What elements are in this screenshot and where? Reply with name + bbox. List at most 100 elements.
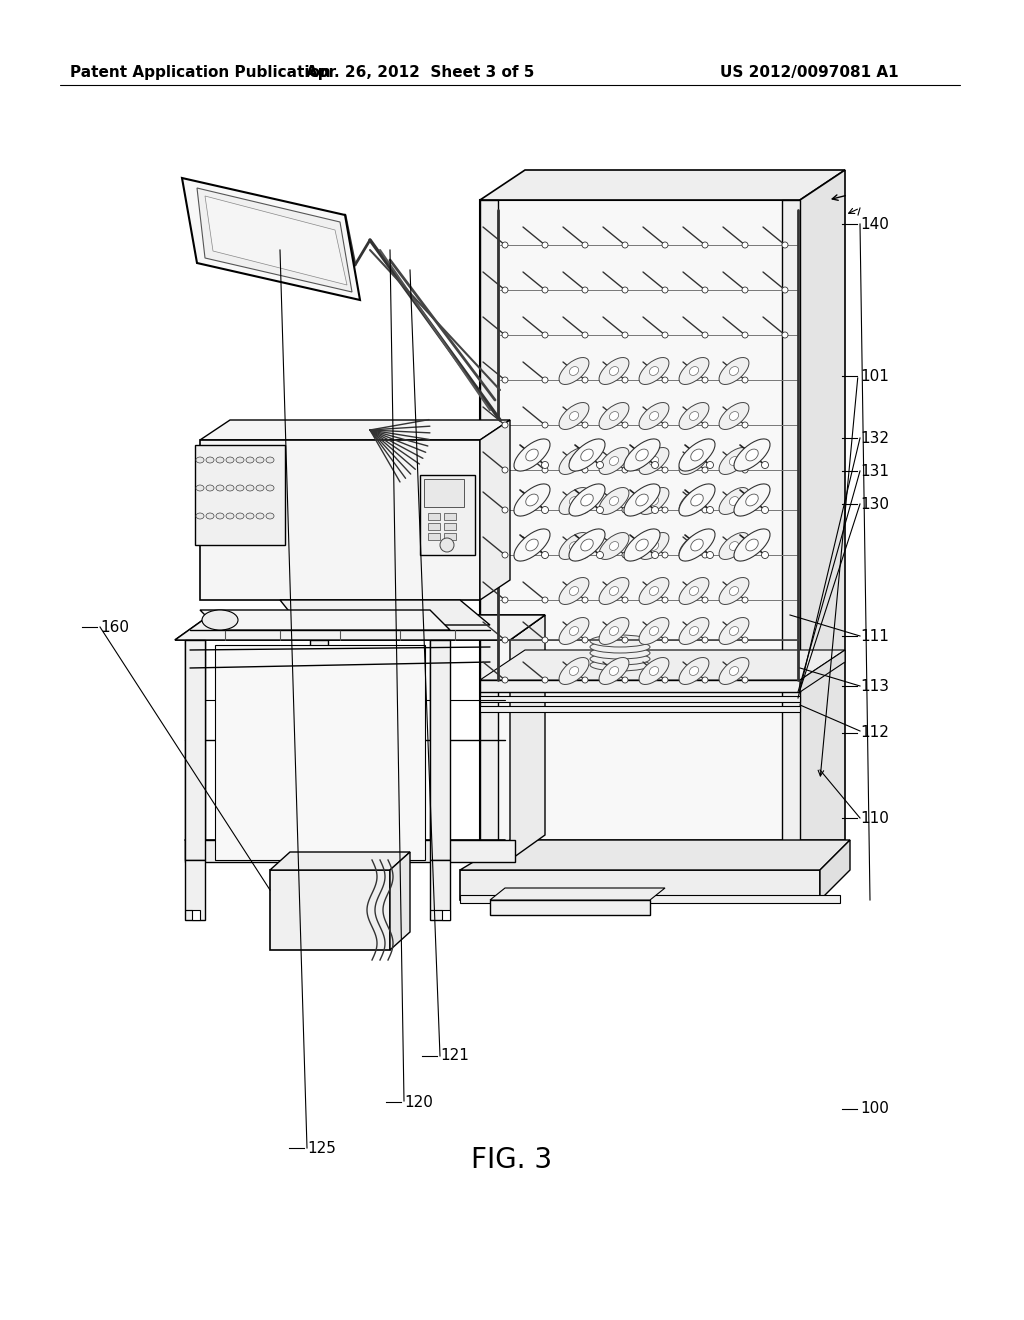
Ellipse shape (582, 286, 588, 293)
Ellipse shape (639, 487, 669, 515)
Ellipse shape (599, 532, 629, 560)
Ellipse shape (502, 242, 508, 248)
Polygon shape (182, 178, 360, 300)
Ellipse shape (649, 412, 658, 421)
Polygon shape (480, 840, 845, 870)
Ellipse shape (256, 457, 264, 463)
Ellipse shape (502, 286, 508, 293)
Bar (430, 640, 449, 861)
Bar (185, 840, 515, 862)
Polygon shape (430, 909, 450, 920)
Text: 140: 140 (860, 216, 889, 232)
Ellipse shape (206, 513, 214, 519)
Ellipse shape (559, 358, 589, 384)
Ellipse shape (569, 367, 579, 375)
Ellipse shape (742, 597, 748, 603)
Text: 121: 121 (440, 1048, 469, 1064)
Polygon shape (175, 615, 545, 640)
Text: 100: 100 (860, 1101, 889, 1117)
Bar (782, 201, 800, 870)
Ellipse shape (719, 618, 749, 644)
Ellipse shape (542, 422, 548, 428)
Ellipse shape (689, 367, 698, 375)
Text: 131: 131 (860, 463, 889, 479)
Ellipse shape (679, 532, 709, 560)
Ellipse shape (256, 513, 264, 519)
Ellipse shape (581, 494, 593, 506)
Ellipse shape (246, 484, 254, 491)
Ellipse shape (206, 484, 214, 491)
Ellipse shape (609, 496, 618, 506)
Ellipse shape (707, 462, 714, 469)
Ellipse shape (622, 638, 628, 643)
Ellipse shape (502, 507, 508, 513)
Ellipse shape (719, 487, 749, 515)
Ellipse shape (702, 638, 708, 643)
Ellipse shape (236, 513, 244, 519)
Text: US 2012/0097081 A1: US 2012/0097081 A1 (720, 65, 899, 79)
Ellipse shape (622, 677, 628, 682)
Text: 130: 130 (860, 496, 889, 512)
Ellipse shape (651, 552, 658, 558)
Ellipse shape (742, 422, 748, 428)
Ellipse shape (559, 447, 589, 474)
Ellipse shape (707, 507, 714, 513)
Ellipse shape (691, 449, 703, 461)
Ellipse shape (514, 529, 550, 561)
Ellipse shape (266, 457, 274, 463)
Polygon shape (200, 420, 510, 440)
Ellipse shape (702, 467, 708, 473)
Ellipse shape (502, 677, 508, 682)
Ellipse shape (542, 597, 548, 603)
Ellipse shape (662, 467, 668, 473)
Ellipse shape (559, 532, 589, 560)
Ellipse shape (702, 333, 708, 338)
Ellipse shape (597, 552, 603, 558)
Ellipse shape (649, 667, 658, 676)
Ellipse shape (745, 539, 758, 550)
Ellipse shape (569, 627, 579, 635)
Ellipse shape (649, 457, 658, 466)
Ellipse shape (702, 677, 708, 682)
Bar (428, 513, 440, 520)
Ellipse shape (622, 597, 628, 603)
Ellipse shape (702, 507, 708, 513)
Ellipse shape (662, 597, 668, 603)
Bar (270, 870, 390, 950)
Ellipse shape (662, 286, 668, 293)
Ellipse shape (762, 507, 768, 513)
Ellipse shape (719, 403, 749, 429)
Ellipse shape (559, 618, 589, 644)
Ellipse shape (246, 457, 254, 463)
Ellipse shape (622, 422, 628, 428)
Bar (430, 861, 450, 920)
Ellipse shape (236, 484, 244, 491)
Ellipse shape (679, 447, 709, 474)
Ellipse shape (662, 677, 668, 682)
Ellipse shape (662, 638, 668, 643)
Ellipse shape (622, 378, 628, 383)
Ellipse shape (599, 487, 629, 515)
Ellipse shape (502, 597, 508, 603)
Ellipse shape (719, 447, 749, 474)
Text: Patent Application Publication: Patent Application Publication (70, 65, 331, 79)
Ellipse shape (569, 667, 579, 676)
Bar (480, 680, 800, 692)
Text: 101: 101 (860, 368, 889, 384)
Bar (424, 479, 464, 507)
Ellipse shape (582, 677, 588, 682)
Bar (185, 640, 205, 861)
Text: FIG. 3: FIG. 3 (471, 1146, 553, 1173)
Ellipse shape (582, 467, 588, 473)
Ellipse shape (689, 627, 698, 635)
Bar (460, 895, 840, 903)
Ellipse shape (542, 467, 548, 473)
Polygon shape (200, 440, 480, 601)
Ellipse shape (689, 457, 698, 466)
Ellipse shape (196, 457, 204, 463)
Ellipse shape (256, 484, 264, 491)
Ellipse shape (542, 507, 548, 513)
Ellipse shape (582, 507, 588, 513)
Polygon shape (480, 420, 510, 601)
Ellipse shape (569, 440, 605, 471)
